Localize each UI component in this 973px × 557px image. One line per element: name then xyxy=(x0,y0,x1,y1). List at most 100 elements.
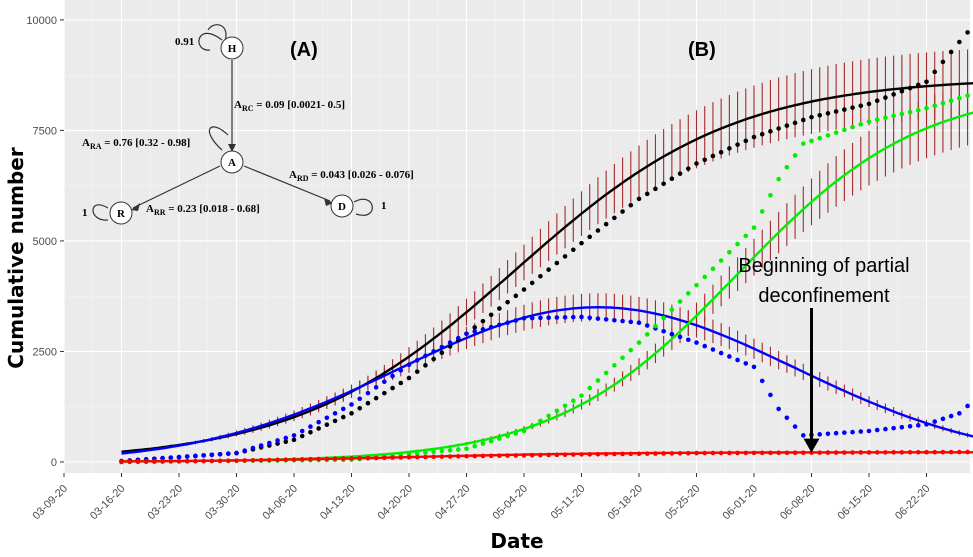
observed-point xyxy=(398,380,404,386)
observed-point xyxy=(439,454,445,459)
observed-point xyxy=(612,451,617,457)
y-tick-label: 5000 xyxy=(33,236,57,248)
node-a xyxy=(220,150,244,174)
y-tick-label: 0 xyxy=(51,457,57,469)
x-tick-label: 03-30-20 xyxy=(203,483,243,523)
observed-point xyxy=(488,324,494,330)
observed-point xyxy=(817,432,823,437)
observed-point xyxy=(431,349,436,354)
x-tick-label: 03-23-20 xyxy=(145,483,185,523)
observed-point xyxy=(529,452,535,458)
deconfinement-annotation: Beginning of partial deconfinement xyxy=(738,255,910,453)
observed-point xyxy=(776,176,781,182)
observed-point xyxy=(455,447,461,452)
observed-point xyxy=(907,109,913,115)
annotation-arrow-head xyxy=(803,438,820,453)
observed-point xyxy=(792,153,798,158)
observed-point xyxy=(546,267,551,272)
node-a-label: A xyxy=(228,157,236,169)
observed-point xyxy=(258,443,264,448)
observed-point xyxy=(768,450,773,456)
observed-point xyxy=(505,433,510,439)
observed-point xyxy=(184,454,190,459)
observed-point xyxy=(669,451,675,456)
observed-point xyxy=(439,350,445,355)
observed-point xyxy=(497,436,502,441)
observed-point xyxy=(653,323,658,329)
observed-point xyxy=(768,129,773,134)
observed-point xyxy=(570,314,576,320)
arrows xyxy=(92,24,373,221)
observed-point xyxy=(135,459,141,465)
observed-point xyxy=(390,373,395,379)
observed-point xyxy=(776,450,781,456)
model-curves xyxy=(121,82,973,463)
observed-point xyxy=(570,452,576,457)
observed-point xyxy=(825,431,831,437)
observed-point xyxy=(513,293,519,299)
observed-point xyxy=(546,413,551,419)
y-axis: 0 2500 5000 7500 10000 xyxy=(26,15,64,469)
observed-point xyxy=(735,241,740,247)
observed-point xyxy=(817,450,823,455)
edge-label-rr-main: A xyxy=(146,203,154,215)
observed-point xyxy=(267,440,272,446)
observed-point xyxy=(842,127,847,133)
observed-point xyxy=(603,317,609,322)
observed-point xyxy=(513,318,519,323)
observed-point xyxy=(423,454,428,460)
observed-point xyxy=(562,452,568,457)
observed-point xyxy=(677,299,683,304)
x-tick-label: 04-20-20 xyxy=(375,483,415,523)
observed-point xyxy=(850,429,855,435)
observed-point xyxy=(176,458,182,464)
observed-point xyxy=(948,449,954,455)
observed-point xyxy=(365,390,371,396)
observed-point xyxy=(480,453,486,459)
x-tick-label: 05-11-20 xyxy=(549,483,588,522)
observed-point xyxy=(595,378,601,383)
observed-point xyxy=(743,361,749,366)
x-tick-label: 05-18-20 xyxy=(605,483,645,523)
observed-point xyxy=(727,354,732,359)
observed-point xyxy=(883,426,888,432)
observed-point xyxy=(751,450,757,456)
observed-point xyxy=(874,98,880,104)
observed-point xyxy=(628,451,634,457)
x-tick-label: 06-22-20 xyxy=(893,483,933,523)
observed-point xyxy=(349,411,354,416)
observed-point xyxy=(833,430,839,436)
observed-point xyxy=(176,454,182,460)
observed-point xyxy=(505,320,510,326)
y-axis-title: Cumulative number xyxy=(4,147,28,369)
observed-point xyxy=(924,422,929,427)
observed-point xyxy=(595,228,601,233)
observed-point xyxy=(965,30,970,35)
observed-point xyxy=(932,69,938,75)
x-tick-label: 06-01-20 xyxy=(720,483,760,523)
observed-point xyxy=(644,323,650,328)
observed-point xyxy=(225,451,231,456)
observed-point xyxy=(472,453,478,459)
observed-point xyxy=(349,402,354,407)
arrow-head xyxy=(131,203,140,211)
observed-point xyxy=(160,459,165,464)
panel-label-b: (B) xyxy=(688,39,716,61)
observed-point xyxy=(685,291,691,296)
observed-point xyxy=(644,451,650,456)
observed-point xyxy=(275,441,280,446)
observed-point xyxy=(661,181,666,187)
observed-point xyxy=(455,335,461,341)
observed-point xyxy=(505,453,510,458)
observed-point xyxy=(628,319,634,325)
observed-point xyxy=(193,458,198,464)
observed-point xyxy=(308,429,313,435)
observed-point xyxy=(168,455,174,460)
observed-point xyxy=(940,100,946,106)
observed-point xyxy=(735,357,740,363)
observed-point xyxy=(735,142,740,147)
observed-point xyxy=(455,454,461,459)
observed-point xyxy=(759,131,765,137)
observed-point xyxy=(792,120,798,126)
observed-point xyxy=(447,447,453,453)
